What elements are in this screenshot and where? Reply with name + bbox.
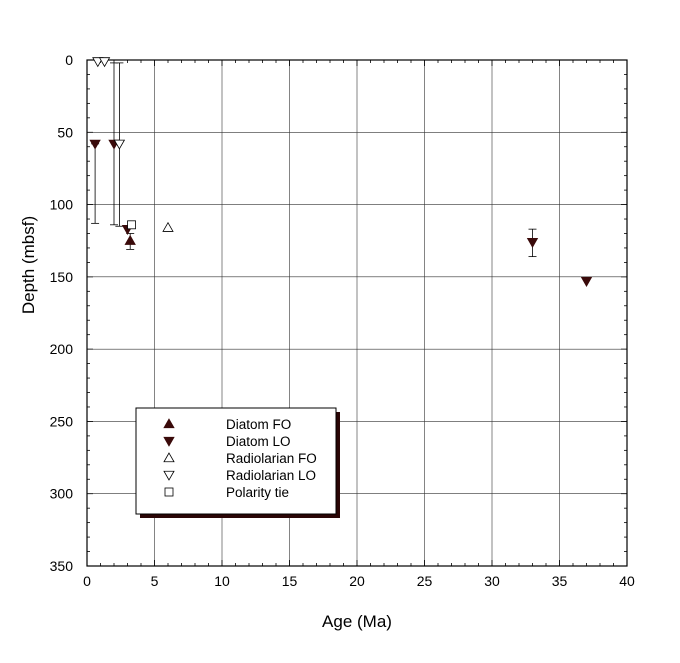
x-tick-label: 40 (619, 573, 635, 589)
diatom-lo-point (89, 139, 101, 150)
radiolarian-lo-point (113, 139, 126, 150)
diatom-lo-point (580, 277, 593, 288)
radiolarian-lo-point (98, 57, 111, 68)
legend: Diatom FO Diatom LO Radiolarian FO Radiolar… (135, 407, 340, 518)
polarity-tie-point (127, 220, 136, 230)
x-tick-labels: 0 5 10 15 20 25 30 35 40 (83, 573, 635, 589)
y-tick-label: 0 (65, 52, 73, 68)
x-tick-label: 35 (552, 573, 568, 589)
radiolarian-fo-point (162, 221, 174, 232)
legend-marker-radiolarian-fo (163, 452, 175, 463)
y-axis-label: Depth (mbsf) (19, 216, 38, 314)
legend-label-diatom-lo: Diatom LO (226, 434, 291, 449)
x-tick-label: 15 (282, 573, 298, 589)
x-tick-label: 25 (417, 573, 433, 589)
radiolarian-lo-point (92, 57, 104, 68)
x-tick-label: 20 (349, 573, 365, 589)
y-tick-label: 350 (50, 558, 74, 574)
diatom-fo-point (124, 234, 136, 245)
legend-marker-radiolarian-lo (163, 470, 175, 481)
y-tick-label: 200 (50, 341, 74, 357)
plot-frame (86, 59, 628, 567)
x-tick-label: 10 (214, 573, 230, 589)
x-tick-label: 30 (484, 573, 500, 589)
y-tick-label: 100 (50, 197, 74, 213)
diatom-lo-point (526, 238, 539, 248)
legend-label-radiolarian-lo: Radiolarian LO (226, 468, 316, 483)
y-tick-label: 300 (50, 486, 74, 502)
legend-label-diatom-fo: Diatom FO (226, 417, 291, 432)
y-tick-label: 150 (50, 269, 74, 285)
legend-label-polarity-tie: Polarity tie (226, 485, 289, 500)
legend-marker-polarity-tie (164, 487, 174, 497)
data-points (89, 57, 593, 288)
x-tick-label: 0 (83, 573, 91, 589)
y-tick-label: 250 (50, 413, 74, 429)
legend-marker-diatom-fo (163, 418, 175, 429)
y-tick-label: 50 (57, 124, 73, 140)
x-tick-label: 5 (151, 573, 159, 589)
y-tick-labels: 0 50 100 150 200 250 300 350 (50, 52, 74, 574)
legend-label-radiolarian-fo: Radiolarian FO (226, 451, 317, 466)
x-axis-label: Age (Ma) (322, 612, 392, 631)
legend-marker-diatom-lo (163, 436, 175, 447)
error-bars (91, 62, 537, 258)
